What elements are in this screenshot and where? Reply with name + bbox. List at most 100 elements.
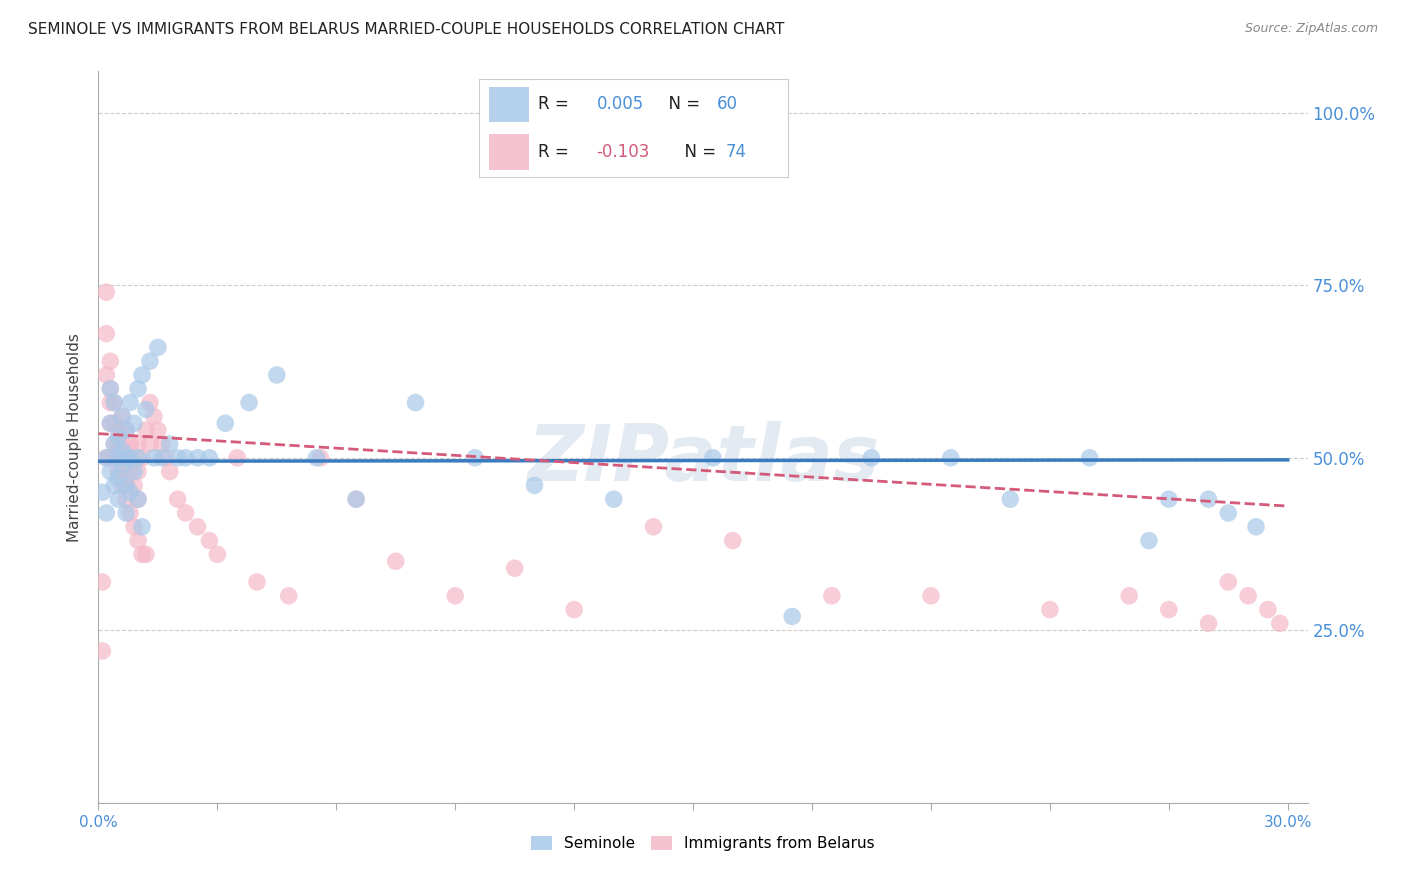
- Point: [503, 561, 526, 575]
- Point: [305, 450, 328, 465]
- Point: [103, 437, 125, 451]
- Point: [146, 340, 169, 354]
- Point: [139, 437, 162, 451]
- Point: [103, 450, 125, 465]
- Point: [1000, 492, 1022, 507]
- Point: [111, 409, 134, 424]
- Point: [150, 437, 173, 451]
- Point: [122, 465, 145, 479]
- Text: SEMINOLE VS IMMIGRANTS FROM BELARUS MARRIED-COUPLE HOUSEHOLDS CORRELATION CHART: SEMINOLE VS IMMIGRANTS FROM BELARUS MARR…: [28, 22, 785, 37]
- Point: [111, 450, 134, 465]
- Point: [186, 450, 208, 465]
- Point: [135, 423, 157, 437]
- Point: [120, 465, 142, 479]
- Point: [702, 450, 724, 465]
- Point: [1118, 589, 1140, 603]
- Point: [127, 437, 149, 451]
- Point: [98, 450, 121, 465]
- Point: [96, 285, 118, 300]
- Point: [384, 554, 406, 568]
- Point: [1157, 492, 1180, 507]
- Point: [91, 644, 114, 658]
- Point: [523, 478, 546, 492]
- Point: [238, 395, 260, 409]
- Point: [198, 533, 221, 548]
- Point: [344, 492, 367, 507]
- Point: [150, 450, 173, 465]
- Point: [344, 492, 367, 507]
- Legend: Seminole, Immigrants from Belarus: Seminole, Immigrants from Belarus: [524, 830, 882, 857]
- Point: [103, 437, 125, 451]
- Point: [603, 492, 626, 507]
- Point: [120, 437, 142, 451]
- Point: [139, 395, 162, 409]
- Point: [96, 368, 118, 382]
- Point: [159, 465, 181, 479]
- Point: [115, 450, 138, 465]
- Point: [115, 478, 138, 492]
- Point: [1257, 602, 1279, 616]
- Point: [127, 382, 149, 396]
- Point: [135, 548, 157, 562]
- Point: [226, 450, 249, 465]
- Point: [98, 354, 121, 368]
- Point: [405, 395, 427, 409]
- Point: [96, 450, 118, 465]
- Point: [135, 402, 157, 417]
- Point: [1198, 616, 1220, 631]
- Point: [131, 548, 153, 562]
- Point: [103, 395, 125, 409]
- Point: [821, 589, 844, 603]
- Point: [98, 465, 121, 479]
- Point: [127, 450, 149, 465]
- Point: [98, 382, 121, 396]
- Point: [1237, 589, 1260, 603]
- Point: [115, 506, 138, 520]
- Point: [131, 368, 153, 382]
- Point: [111, 465, 134, 479]
- Point: [146, 423, 169, 437]
- Point: [98, 395, 121, 409]
- Point: [155, 450, 177, 465]
- Point: [111, 443, 134, 458]
- Point: [107, 471, 129, 485]
- Point: [562, 602, 585, 616]
- Point: [91, 574, 114, 589]
- Point: [96, 506, 118, 520]
- Point: [98, 417, 121, 431]
- Point: [115, 423, 138, 437]
- Point: [120, 450, 142, 465]
- Point: [1078, 450, 1101, 465]
- Point: [127, 492, 149, 507]
- Point: [91, 485, 114, 500]
- Point: [115, 450, 138, 465]
- Point: [166, 450, 188, 465]
- Point: [1039, 602, 1062, 616]
- Point: [98, 382, 121, 396]
- Point: [111, 409, 134, 424]
- Point: [186, 520, 208, 534]
- Point: [142, 409, 165, 424]
- Point: [127, 533, 149, 548]
- Point: [159, 437, 181, 451]
- Point: [246, 574, 269, 589]
- Point: [860, 450, 883, 465]
- Text: ZIPatlas: ZIPatlas: [527, 421, 879, 497]
- Point: [111, 458, 134, 472]
- Point: [464, 450, 486, 465]
- Point: [120, 485, 142, 500]
- Point: [107, 492, 129, 507]
- Point: [131, 450, 153, 465]
- Point: [127, 492, 149, 507]
- Point: [1268, 616, 1291, 631]
- Point: [107, 423, 129, 437]
- Point: [115, 492, 138, 507]
- Text: Source: ZipAtlas.com: Source: ZipAtlas.com: [1244, 22, 1378, 36]
- Point: [107, 430, 129, 444]
- Point: [122, 520, 145, 534]
- Point: [103, 395, 125, 409]
- Point: [107, 465, 129, 479]
- Point: [721, 533, 744, 548]
- Point: [111, 478, 134, 492]
- Point: [127, 465, 149, 479]
